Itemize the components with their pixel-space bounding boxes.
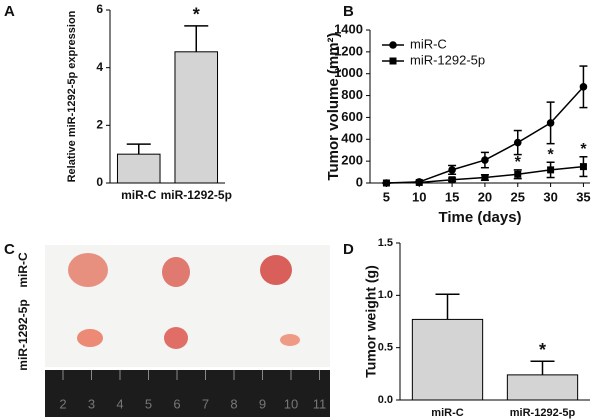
- marker: [546, 119, 555, 127]
- x-axis-label: Time (days): [438, 209, 521, 226]
- marker: [579, 163, 587, 171]
- y-tick-label: 800: [341, 87, 363, 102]
- row-label: miR-C: [16, 252, 30, 288]
- y-axis-label: Relative miR-1292-5p expression: [66, 10, 78, 182]
- marker: [514, 170, 522, 178]
- tumor: [280, 334, 300, 346]
- ruler-number: 5: [145, 396, 152, 411]
- marker: [547, 166, 555, 174]
- marker: [481, 156, 489, 164]
- x-tick-label: 25: [511, 189, 525, 204]
- y-tick-label: 2: [96, 118, 103, 132]
- marker: [415, 178, 423, 186]
- marker: [448, 176, 456, 184]
- ruler: [45, 370, 330, 417]
- tumor: [164, 327, 188, 349]
- marker: [448, 166, 456, 174]
- y-tick-label: 400: [341, 131, 363, 146]
- tumor: [68, 253, 108, 287]
- tumor: [162, 257, 190, 287]
- error-bar: [184, 25, 209, 52]
- ruler-number: 9: [259, 396, 266, 411]
- bar: [174, 51, 219, 184]
- y-tick-label: 1000: [334, 65, 363, 80]
- tumor: [77, 329, 103, 347]
- marker: [513, 138, 522, 147]
- ruler-number: 11: [313, 396, 327, 411]
- y-tick-label: 0.5: [378, 342, 393, 354]
- marker: [382, 179, 390, 187]
- y-tick-label: 600: [341, 109, 363, 124]
- y-tick-label: 1400: [334, 21, 363, 36]
- x-tick-label: miR-C: [431, 407, 463, 419]
- ruler-number: 7: [202, 396, 209, 411]
- y-tick-label: 0: [356, 174, 363, 189]
- y-tick-label: 0: [96, 175, 103, 189]
- y-tick-label: 200: [341, 153, 363, 168]
- significance: *: [193, 5, 200, 25]
- ruler-number: 10: [284, 396, 298, 411]
- ruler-number: 8: [230, 396, 237, 411]
- panel-label: C: [4, 241, 15, 258]
- x-tick-label: 20: [478, 189, 492, 204]
- y-tick-label: 1.0: [378, 289, 393, 301]
- x-tick-label: miR-C: [121, 188, 157, 202]
- significance: *: [539, 340, 546, 360]
- ruler-number: 4: [116, 396, 123, 411]
- panel-label: A: [4, 3, 15, 20]
- significance: *: [547, 146, 554, 163]
- y-tick-label: 1200: [334, 43, 363, 58]
- bar: [411, 318, 484, 401]
- marker: [481, 174, 489, 182]
- legend-marker: [389, 57, 397, 65]
- x-tick-label: 35: [576, 189, 590, 204]
- y-tick-label: 1.5: [378, 237, 393, 249]
- x-tick-label: 10: [412, 189, 426, 204]
- x-tick-label: 5: [383, 189, 390, 204]
- error-bar: [435, 293, 460, 320]
- error-bar: [530, 360, 555, 375]
- y-axis-label: Tumor volume (mm²): [325, 32, 342, 180]
- x-tick-label: 15: [445, 189, 459, 204]
- legend-label: miR-1292-5p: [410, 52, 485, 67]
- y-axis-label: Tumor weight (g): [363, 265, 379, 378]
- x-tick-label: 30: [543, 189, 557, 204]
- tumor: [260, 255, 292, 285]
- significance: *: [580, 141, 587, 158]
- ruler-number: 2: [59, 396, 66, 411]
- legend-label: miR-C: [410, 36, 447, 51]
- y-tick-label: 6: [96, 2, 103, 16]
- significance: *: [515, 154, 522, 171]
- marker: [579, 83, 588, 91]
- bar: [116, 153, 161, 184]
- x-tick-label: miR-1292-5p: [510, 407, 576, 419]
- row-label: miR-1292-5p: [16, 299, 30, 370]
- y-tick-label: 4: [96, 60, 103, 74]
- error-bar: [126, 143, 151, 155]
- legend-marker: [389, 41, 397, 49]
- panel-label: B: [343, 3, 354, 20]
- bar: [506, 374, 579, 401]
- y-tick-label: 0.0: [378, 394, 393, 406]
- ruler-number: 6: [173, 396, 180, 411]
- ruler-number: 3: [88, 396, 95, 411]
- panel-label: D: [343, 241, 354, 258]
- x-tick-label: miR-1292-5p: [161, 188, 232, 202]
